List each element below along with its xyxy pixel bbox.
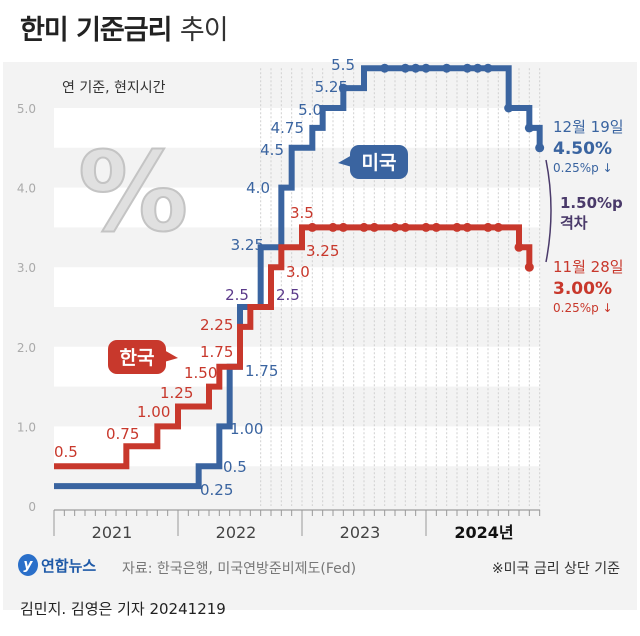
callout-date: 11월 28일 xyxy=(553,258,624,276)
x-tick-label: 2023 xyxy=(340,523,381,542)
step-label: 4.75 xyxy=(271,119,304,137)
step-label: 5.0 xyxy=(298,101,322,119)
note-text: ※미국 금리 상단 기준 xyxy=(491,561,620,577)
rate-marker xyxy=(421,222,431,232)
rate-marker xyxy=(483,222,493,232)
rate-marker xyxy=(524,262,534,272)
step-label: 1.75 xyxy=(200,343,233,361)
rate-marker xyxy=(524,123,534,133)
step-label: 1.75 xyxy=(245,362,278,380)
chart-panel xyxy=(3,62,637,610)
y-tick-label: 0 xyxy=(28,500,36,514)
gap-bracket xyxy=(545,159,552,263)
step-label: 4.0 xyxy=(246,179,270,197)
page-title: 한미 기준금리 추이 xyxy=(20,8,229,47)
bubble-pointer xyxy=(164,350,178,362)
step-label: 5.5 xyxy=(331,56,355,74)
grid-band xyxy=(54,187,541,228)
step-label: 0.25 xyxy=(200,481,233,499)
x-tick-label: 2024년 xyxy=(454,523,513,542)
grid-band xyxy=(54,108,541,148)
logo-text: 연합뉴스 xyxy=(41,556,97,575)
gap-value: 1.50%p xyxy=(560,194,623,212)
step-label: 5.25 xyxy=(315,78,348,96)
rate-marker xyxy=(431,222,441,232)
callout-date: 12월 19일 xyxy=(553,118,624,136)
rate-marker xyxy=(452,222,462,232)
callout-value: 3.00% xyxy=(553,279,612,299)
rate-marker xyxy=(504,103,514,113)
credit-text: 김민지. 김영은 기자 20241219 xyxy=(20,600,226,618)
y-tick-label: 4.0 xyxy=(17,182,36,196)
step-label: 0.75 xyxy=(106,425,139,443)
unit-note: 연 기준, 현지시간 xyxy=(62,80,166,96)
step-label: 0.5 xyxy=(54,443,78,461)
series-line-korea xyxy=(54,224,533,470)
rate-marker xyxy=(338,222,348,232)
step-label: 0.5 xyxy=(223,458,247,476)
y-tick-label: 2.0 xyxy=(17,341,36,355)
gap-label: 격차 xyxy=(560,214,588,232)
rate-marker xyxy=(390,222,400,232)
rate-marker xyxy=(369,222,379,232)
step-label: 3.25 xyxy=(306,242,339,260)
percent-icon: % xyxy=(78,128,188,256)
rate-marker xyxy=(400,63,410,73)
step-label: 3.25 xyxy=(231,236,264,254)
y-tick-label: 1.0 xyxy=(17,420,36,434)
title-main: 한미 기준금리 xyxy=(20,15,172,46)
rate-marker xyxy=(359,222,369,232)
x-tick-label: 2022 xyxy=(216,523,257,542)
rate-marker xyxy=(400,222,410,232)
logo-icon: y xyxy=(18,554,38,576)
series-name-bubble xyxy=(350,145,408,179)
rate-marker xyxy=(328,222,338,232)
logo: y 연합뉴스 xyxy=(18,554,96,576)
rate-marker xyxy=(411,63,421,73)
rate-marker xyxy=(421,63,431,73)
rate-marker xyxy=(473,63,483,73)
title-sub: 추이 xyxy=(179,15,229,46)
step-label: 2.25 xyxy=(200,316,233,334)
rate-marker xyxy=(535,143,545,153)
callout-change: 0.25%p ↓ xyxy=(553,301,613,315)
rate-marker xyxy=(514,242,524,252)
grid-band xyxy=(54,267,541,307)
source-text: 자료: 한국은행, 미국연방준비제도(Fed) xyxy=(122,561,357,577)
callout-change: 0.25%p ↓ xyxy=(553,161,613,175)
series-name: 한국 xyxy=(120,347,155,369)
series-name: 미국 xyxy=(362,152,397,174)
step-label: 1.00 xyxy=(137,403,170,421)
step-label: 2.5 xyxy=(276,286,300,304)
series-name-bubble xyxy=(108,340,166,374)
y-tick-label: 5.0 xyxy=(17,102,36,116)
rate-marker xyxy=(493,222,503,232)
rate-marker xyxy=(338,83,348,93)
step-label: 3.5 xyxy=(290,204,314,222)
rate-marker xyxy=(307,222,317,232)
step-label: 2.5 xyxy=(225,286,249,304)
bubble-pointer xyxy=(338,155,352,167)
step-label: 3.0 xyxy=(286,263,310,281)
step-label: 1.00 xyxy=(230,420,263,438)
rate-marker xyxy=(462,222,472,232)
rate-marker xyxy=(462,63,472,73)
rate-marker xyxy=(380,63,390,73)
step-label: 1.25 xyxy=(160,384,193,402)
step-label: 1.50 xyxy=(184,364,217,382)
y-tick-label: 3.0 xyxy=(17,261,36,275)
step-label: 4.5 xyxy=(260,141,284,159)
rate-marker xyxy=(483,63,493,73)
x-tick-label: 2021 xyxy=(92,523,133,542)
callout-value: 4.50% xyxy=(553,139,612,159)
rate-marker xyxy=(442,63,452,73)
